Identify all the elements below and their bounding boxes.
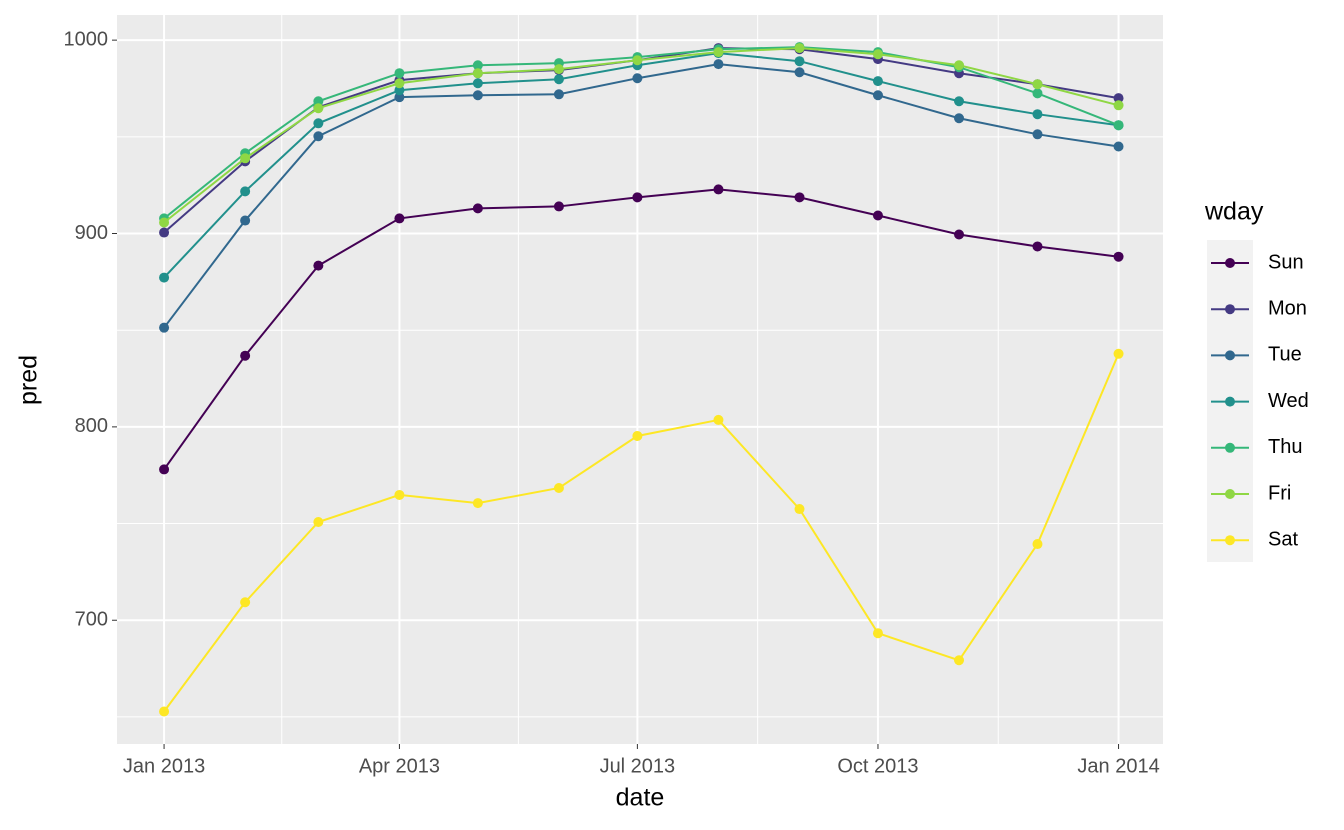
- y-tick-label: 800: [75, 415, 108, 437]
- x-axis-title: date: [616, 784, 665, 812]
- x-tick-label: Jul 2013: [600, 755, 676, 777]
- point: [713, 184, 724, 195]
- point: [872, 49, 883, 60]
- point: [313, 131, 324, 142]
- point: [794, 56, 805, 67]
- legend-key-point: [1225, 304, 1235, 315]
- point: [553, 64, 564, 75]
- y-tick-label: 900: [75, 222, 108, 244]
- legend-title: wday: [1204, 198, 1264, 226]
- legend-label: Wed: [1268, 390, 1309, 412]
- point: [553, 89, 564, 100]
- point: [159, 464, 170, 475]
- y-tick-label: 1000: [64, 28, 109, 50]
- point: [872, 210, 883, 221]
- point: [632, 73, 643, 84]
- point: [1113, 348, 1124, 359]
- point: [713, 47, 724, 58]
- point: [1113, 141, 1124, 152]
- point: [472, 90, 483, 101]
- point: [159, 322, 170, 333]
- point: [472, 203, 483, 214]
- point: [1032, 109, 1043, 120]
- point: [313, 260, 324, 271]
- legend-label: Thu: [1268, 436, 1302, 458]
- point: [1032, 88, 1043, 99]
- point: [394, 92, 405, 103]
- x-tick-label: Apr 2013: [359, 755, 440, 777]
- point: [1113, 120, 1124, 131]
- point: [313, 118, 324, 129]
- point: [240, 597, 251, 608]
- point: [872, 90, 883, 101]
- legend-key-point: [1225, 489, 1235, 499]
- point: [313, 103, 324, 114]
- point: [553, 201, 564, 212]
- legend-key-point: [1225, 396, 1235, 407]
- point: [159, 706, 170, 717]
- point: [159, 227, 170, 238]
- legend-label: Tue: [1268, 344, 1302, 366]
- point: [1113, 93, 1124, 104]
- point: [394, 85, 405, 96]
- point: [713, 59, 724, 70]
- point: [954, 60, 965, 71]
- point: [632, 192, 643, 203]
- point: [713, 414, 724, 425]
- point: [159, 217, 170, 228]
- legend-label: Sat: [1268, 528, 1298, 550]
- point: [472, 498, 483, 509]
- point: [1032, 79, 1043, 90]
- x-tick-label: Jan 2013: [123, 755, 205, 777]
- legend-key-point: [1225, 350, 1235, 361]
- point: [553, 482, 564, 493]
- point: [794, 504, 805, 515]
- point: [313, 96, 324, 107]
- point: [1032, 129, 1043, 140]
- point: [240, 350, 251, 361]
- panel: [117, 15, 1163, 744]
- legend-key-point: [1225, 442, 1235, 453]
- point: [472, 68, 483, 79]
- point: [954, 229, 965, 240]
- point: [954, 96, 965, 107]
- legend-key-point: [1225, 535, 1235, 546]
- point: [313, 517, 324, 528]
- y-tick-label: 700: [75, 609, 108, 631]
- legend-label: Mon: [1268, 297, 1307, 319]
- legend-label: Fri: [1268, 482, 1291, 504]
- point: [954, 655, 965, 666]
- point: [394, 213, 405, 224]
- x-tick-label: Oct 2013: [837, 755, 918, 777]
- point: [1032, 241, 1043, 252]
- point: [1032, 539, 1043, 550]
- point: [794, 67, 805, 78]
- point: [794, 43, 805, 54]
- point: [632, 430, 643, 441]
- point: [240, 153, 251, 164]
- point: [954, 113, 965, 124]
- point: [240, 215, 251, 226]
- point: [394, 68, 405, 79]
- point: [394, 489, 405, 500]
- y-axis-title: pred: [15, 355, 43, 405]
- point: [872, 628, 883, 639]
- legend-label: Sun: [1268, 251, 1304, 273]
- point: [1113, 100, 1124, 111]
- legend-key-point: [1225, 258, 1235, 268]
- x-tick-label: Jan 2014: [1077, 755, 1159, 777]
- point: [632, 55, 643, 66]
- point: [472, 60, 483, 71]
- point: [1113, 251, 1124, 262]
- point: [872, 76, 883, 87]
- point: [240, 186, 251, 197]
- point: [472, 78, 483, 89]
- point: [553, 74, 564, 85]
- point: [794, 192, 805, 203]
- point: [394, 78, 405, 89]
- point: [159, 272, 170, 283]
